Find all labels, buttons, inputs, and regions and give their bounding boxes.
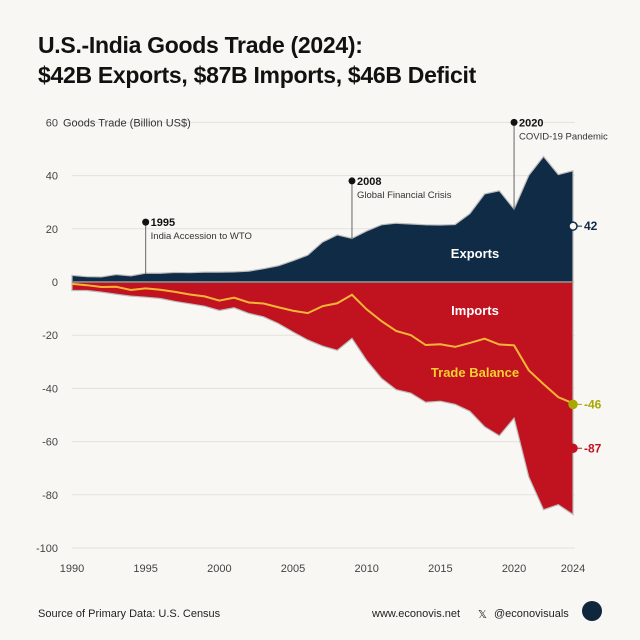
annotation-dot	[510, 118, 518, 126]
y-tick-label: 60	[46, 117, 58, 129]
econovis-logo	[582, 601, 602, 621]
imports-label: Imports	[451, 303, 499, 318]
x-logo-icon: 𝕏	[478, 609, 487, 621]
title-line-2: $42B Exports, $87B Imports, $46B Deficit	[38, 62, 476, 88]
x-tick-label: 2000	[207, 563, 231, 575]
x-tick-label: 1995	[133, 563, 157, 575]
trade-balance-label: Trade Balance	[431, 365, 519, 380]
exports-area	[71, 155, 574, 283]
annotation-dot	[142, 218, 150, 226]
exports-label: Exports	[451, 246, 499, 261]
source-note: Source of Primary Data: U.S. Census	[38, 608, 221, 620]
y-tick-label: 0	[52, 277, 58, 289]
annotation-text: Global Financial Crisis	[357, 190, 452, 201]
trade-balance-line	[71, 282, 574, 405]
x-tick-label: 1990	[60, 563, 84, 575]
end-value-label: -46	[584, 397, 602, 411]
end-marker	[568, 399, 578, 410]
x-tick-label: 2015	[428, 563, 452, 575]
social-handle[interactable]: @econovisuals	[494, 608, 569, 620]
annotation-year: 2008	[357, 176, 381, 188]
x-tick-label: 2010	[354, 563, 378, 575]
y-tick-label: 40	[46, 171, 58, 183]
y-axis-label: Goods Trade (Billion US$)	[63, 117, 191, 129]
end-value-label: 42	[584, 219, 598, 233]
annotation-year: 2020	[519, 117, 543, 129]
end-marker	[568, 221, 578, 231]
annotation-text: COVID-19 Pandemic	[519, 131, 608, 142]
y-tick-label: -100	[36, 543, 58, 555]
title-line-1: U.S.-India Goods Trade (2024):	[38, 32, 363, 58]
imports-area	[71, 281, 574, 516]
end-marker	[568, 443, 578, 453]
website-link[interactable]: www.econovis.net	[372, 608, 461, 620]
y-tick-label: -40	[42, 383, 58, 395]
annotation-dot	[348, 177, 356, 185]
x-tick-label: 2005	[281, 563, 305, 575]
x-tick-label: 2020	[502, 563, 526, 575]
y-tick-label: -20	[42, 330, 58, 342]
annotation-year: 1995	[151, 217, 175, 229]
y-tick-label: -60	[42, 437, 58, 449]
annotation-text: India Accession to WTO	[151, 231, 252, 242]
end-value-label: -87	[584, 441, 602, 455]
x-tick-label: 2024	[561, 563, 585, 575]
y-tick-label: 20	[46, 224, 58, 236]
y-tick-label: -80	[42, 490, 58, 502]
